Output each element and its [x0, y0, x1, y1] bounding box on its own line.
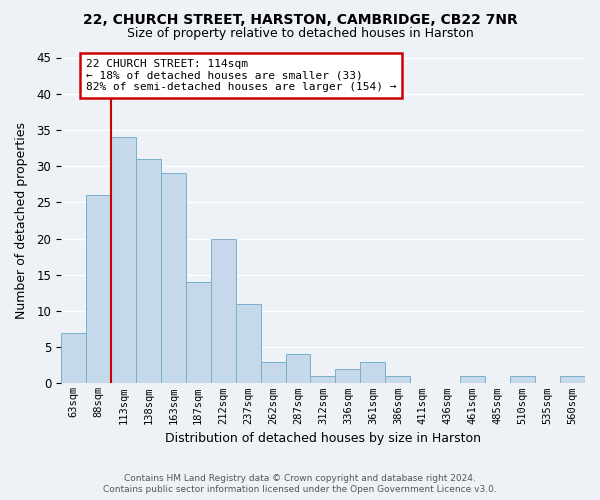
- X-axis label: Distribution of detached houses by size in Harston: Distribution of detached houses by size …: [165, 432, 481, 445]
- Bar: [560, 376, 585, 384]
- Bar: [460, 376, 485, 384]
- Bar: [335, 369, 361, 384]
- Bar: [211, 238, 236, 384]
- Text: Size of property relative to detached houses in Harston: Size of property relative to detached ho…: [127, 28, 473, 40]
- Bar: [111, 137, 136, 384]
- Text: 22, CHURCH STREET, HARSTON, CAMBRIDGE, CB22 7NR: 22, CHURCH STREET, HARSTON, CAMBRIDGE, C…: [83, 12, 517, 26]
- Bar: [260, 362, 286, 384]
- Bar: [136, 159, 161, 384]
- Bar: [361, 362, 385, 384]
- Y-axis label: Number of detached properties: Number of detached properties: [15, 122, 28, 319]
- Text: 22 CHURCH STREET: 114sqm
← 18% of detached houses are smaller (33)
82% of semi-d: 22 CHURCH STREET: 114sqm ← 18% of detach…: [86, 59, 397, 92]
- Text: Contains HM Land Registry data © Crown copyright and database right 2024.
Contai: Contains HM Land Registry data © Crown c…: [103, 474, 497, 494]
- Bar: [510, 376, 535, 384]
- Bar: [385, 376, 410, 384]
- Bar: [61, 332, 86, 384]
- Bar: [161, 174, 186, 384]
- Bar: [286, 354, 310, 384]
- Bar: [310, 376, 335, 384]
- Bar: [186, 282, 211, 384]
- Bar: [236, 304, 260, 384]
- Bar: [86, 195, 111, 384]
